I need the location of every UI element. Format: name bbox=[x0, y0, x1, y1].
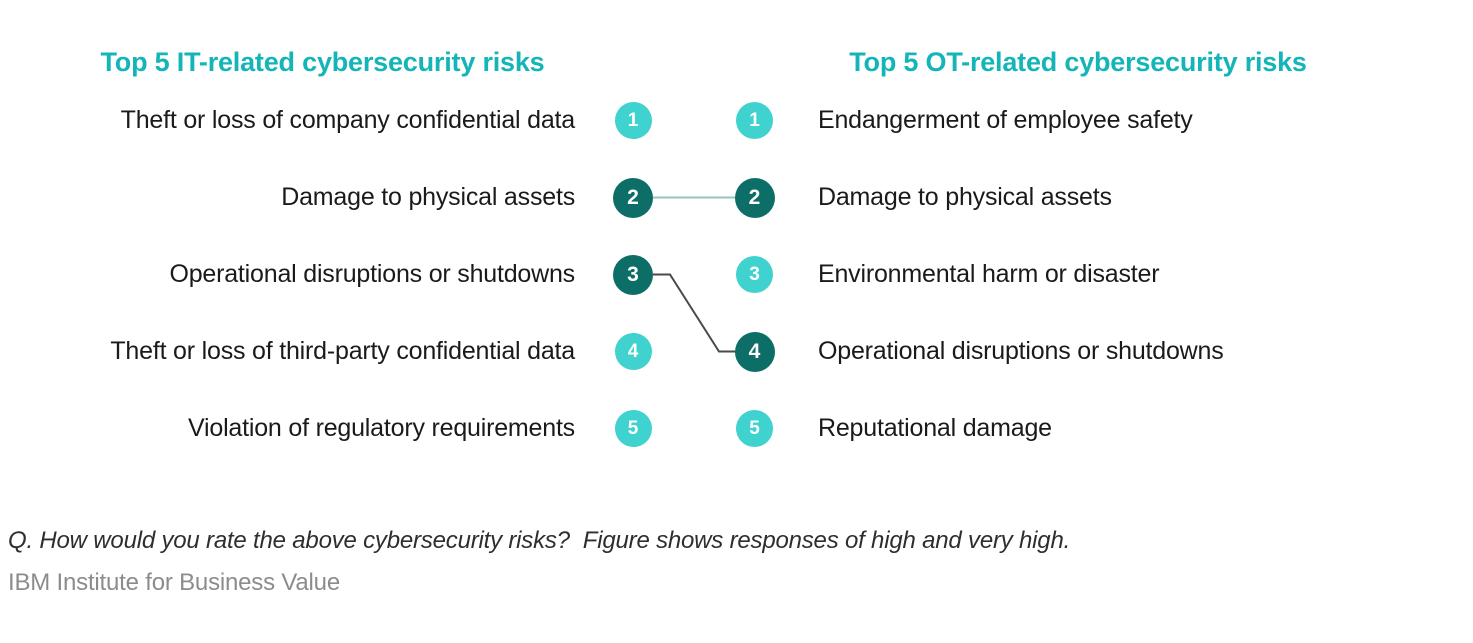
ot-risk-label: Reputational damage bbox=[818, 414, 1052, 442]
ot-risk-label: Endangerment of employee safety bbox=[818, 106, 1193, 134]
it-column-title: Top 5 IT-related cybersecurity risks bbox=[100, 47, 545, 77]
ot-risk-label: Operational disruptions or shutdowns bbox=[818, 337, 1224, 365]
it-rank-badge: 4 bbox=[614, 333, 652, 370]
it-risk-label: Operational disruptions or shutdowns bbox=[169, 260, 575, 288]
it-rank-badge: 2 bbox=[613, 177, 653, 218]
it-risk-label: Damage to physical assets bbox=[281, 183, 575, 211]
it-risk-label: Violation of regulatory requirements bbox=[187, 414, 575, 442]
survey-question-footnote: Q. How would you rate the above cybersec… bbox=[8, 527, 1071, 554]
ot-risk-label: Damage to physical assets bbox=[818, 183, 1112, 211]
ot-rank-badge: 2 bbox=[734, 177, 775, 218]
it-risk-label: Theft or loss of company confidential da… bbox=[120, 106, 576, 134]
ot-column-title: Top 5 OT-related cybersecurity risks bbox=[849, 47, 1307, 77]
risk-row-3: Operational disruptions or shutdowns 3 3… bbox=[0, 236, 1473, 313]
risk-row-4: Theft or loss of third-party confidentia… bbox=[0, 313, 1473, 390]
risk-rows: Theft or loss of company confidential da… bbox=[0, 82, 1473, 467]
it-rank-badge: 5 bbox=[614, 410, 652, 447]
risk-row-5: Violation of regulatory requirements 5 5… bbox=[0, 390, 1473, 467]
risk-row-1: Theft or loss of company confidential da… bbox=[0, 82, 1473, 159]
ot-rank-badge: 5 bbox=[736, 410, 773, 447]
it-rank-badge: 3 bbox=[613, 254, 653, 295]
it-rank-badge: 1 bbox=[614, 102, 652, 139]
risk-row-2: Damage to physical assets 2 2 Damage to … bbox=[0, 159, 1473, 236]
ot-rank-badge: 3 bbox=[736, 256, 773, 293]
source-attribution: IBM Institute for Business Value bbox=[8, 569, 340, 596]
ot-risk-label: Environmental harm or disaster bbox=[818, 260, 1160, 288]
ot-rank-badge: 4 bbox=[734, 331, 775, 372]
it-risk-label: Theft or loss of third-party confidentia… bbox=[110, 337, 575, 365]
ot-rank-badge: 1 bbox=[736, 102, 773, 139]
rank-connector-3-4 bbox=[653, 273, 736, 353]
